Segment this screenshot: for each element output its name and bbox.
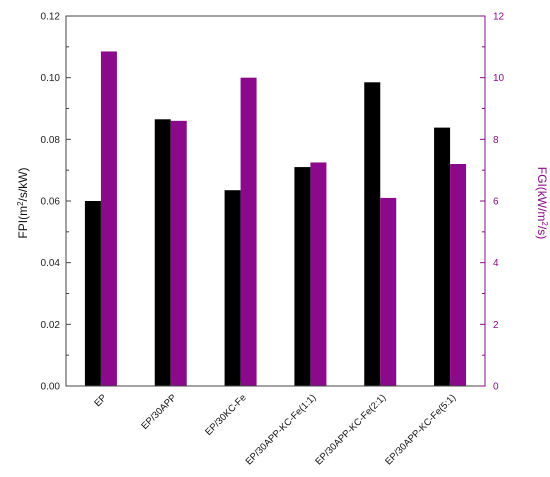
bar-fpi-3 <box>294 167 311 386</box>
bar-fgi-4 <box>380 197 397 386</box>
left-tick-label: 0.06 <box>41 197 61 208</box>
bar-fgi-0 <box>100 51 117 386</box>
right-tick-label: 2 <box>493 320 499 331</box>
plot-frame <box>65 15 486 387</box>
bar-fgi-5 <box>450 164 467 386</box>
category-label: EP/30APP <box>139 392 179 432</box>
bar-fpi-5 <box>434 127 451 386</box>
left-tick-label: 0.00 <box>41 382 61 393</box>
category-label: EP/30APP-KC-Fe(2:1) <box>313 392 388 467</box>
category-label: EP/30APP-KC-Fe(1:1) <box>244 392 319 467</box>
left-axis: 0.00 0.02 0.04 0.06 0.08 0.10 0.12 <box>41 12 71 393</box>
left-tick-label: 0.10 <box>41 73 61 84</box>
right-tick-label: 4 <box>493 258 499 269</box>
bar-fgi-3 <box>310 162 327 386</box>
bar-fpi-0 <box>84 201 101 386</box>
right-tick-label: 0 <box>493 382 499 393</box>
bar-fgi-1 <box>170 120 187 386</box>
right-axis: 0 2 4 6 8 10 12 <box>480 12 505 393</box>
left-tick-label: 0.02 <box>41 320 61 331</box>
left-tick-label: 0.04 <box>41 258 61 269</box>
right-tick-label: 10 <box>493 73 505 84</box>
right-tick-label: 6 <box>493 197 499 208</box>
left-tick-label: 0.12 <box>41 12 61 23</box>
category-label: EP/30KC-Fe <box>203 392 248 437</box>
bar-fpi-1 <box>154 119 171 387</box>
category-label: EP/30APP-KC-Fe(5:1) <box>383 392 458 467</box>
plot-area <box>65 15 486 387</box>
left-axis-title: FPI(m2/s/kW) <box>16 167 31 238</box>
right-axis-title: FGI(kW/m2/s) <box>535 167 550 239</box>
category-label: EP <box>92 392 109 409</box>
bar-fgi-2 <box>240 77 257 387</box>
left-tick-label: 0.08 <box>41 135 61 146</box>
bar-fpi-4 <box>364 82 381 387</box>
x-axis-categories: EP EP/30APP EP/30KC-FeEP/30APP-KC-Fe(1:1)E… <box>92 382 458 467</box>
right-tick-label: 12 <box>493 12 505 23</box>
right-tick-label: 8 <box>493 135 499 146</box>
bar-fpi-2 <box>224 190 241 386</box>
